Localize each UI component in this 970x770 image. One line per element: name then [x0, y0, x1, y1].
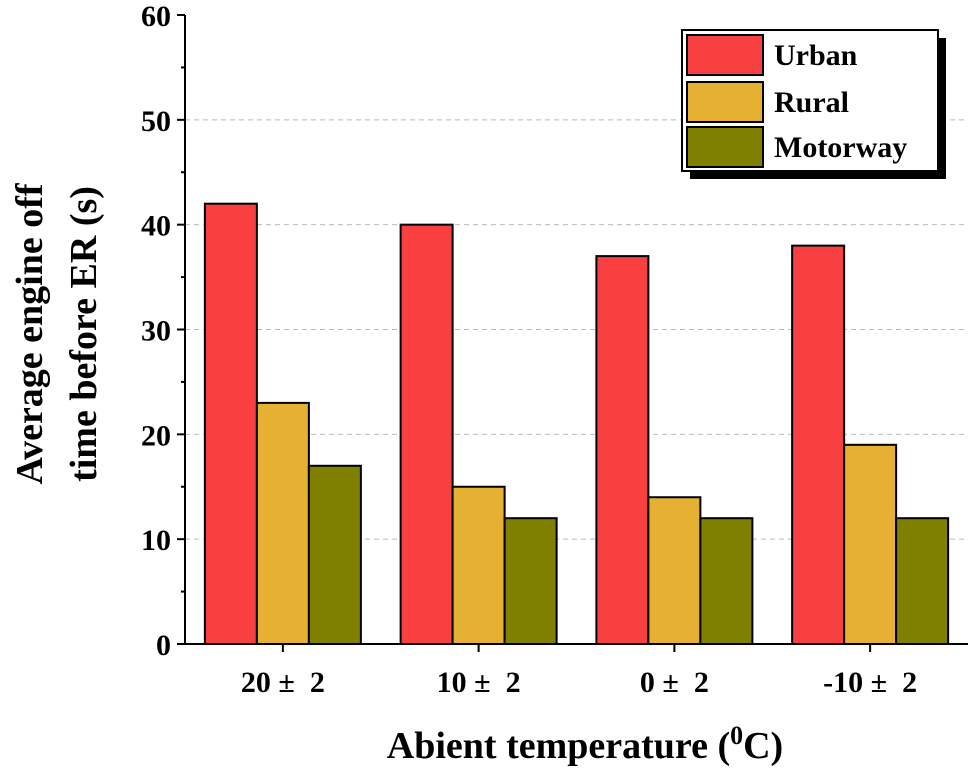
bar-urban-3 — [791, 244, 846, 645]
y-axis-title-line2: time before ER (s) — [63, 186, 105, 482]
x-tick-label-3: -10 ± 2 — [823, 666, 917, 699]
legend-swatch-rural — [686, 81, 764, 123]
y-tick-label-1: 10 — [141, 524, 171, 557]
bar-urban-1 — [399, 223, 454, 646]
x-tick-label-2: 0 ± 2 — [640, 666, 709, 699]
y-tick-label-4: 40 — [141, 210, 171, 243]
bar-rural-2 — [647, 496, 702, 645]
bar-urban-2 — [595, 255, 650, 645]
legend-swatch-motorway — [686, 126, 764, 168]
legend-swatch-urban — [686, 34, 764, 76]
bar-motorway-0 — [307, 464, 362, 645]
bar-rural-0 — [255, 401, 310, 645]
y-tick-label-6: 60 — [141, 0, 171, 33]
y-axis-title: Average engine off time before ER (s) — [9, 182, 105, 484]
legend: Urban Rural Motorway — [681, 29, 946, 179]
bar-motorway-1 — [503, 517, 558, 646]
bar-rural-3 — [843, 443, 898, 646]
legend-label-motorway: Motorway — [774, 131, 907, 164]
y-tick-label-2: 20 — [141, 419, 171, 452]
axis-layer: 0 10 20 30 40 50 60 20 ± 2 10 ± 2 0 ± 2 -10 ± 2 — [141, 0, 968, 699]
y-tick-label-0: 0 — [156, 629, 171, 662]
bar-layer — [203, 202, 950, 646]
bar-rural-1 — [451, 485, 506, 645]
legend-label-urban: Urban — [774, 39, 858, 72]
bar-urban-0 — [203, 202, 258, 645]
y-tick-label-3: 30 — [141, 315, 171, 348]
bar-motorway-2 — [699, 517, 754, 646]
x-tick-label-0: 20 ± 2 — [241, 666, 325, 699]
bar-motorway-3 — [895, 517, 950, 646]
y-tick-label-5: 50 — [141, 105, 171, 138]
x-tick-label-1: 10 ± 2 — [437, 666, 521, 699]
y-axis-title-line1: Average engine off — [9, 182, 51, 484]
legend-label-rural: Rural — [774, 86, 849, 119]
x-axis-title: Abient temperature (0C) — [387, 721, 783, 767]
